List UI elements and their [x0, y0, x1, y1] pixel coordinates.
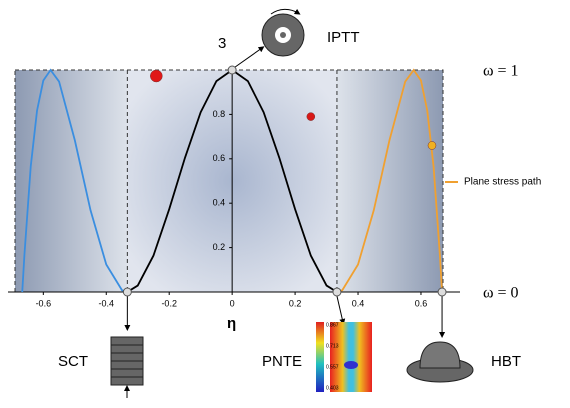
- region: [15, 70, 128, 292]
- y-label: ω = 1: [483, 63, 519, 80]
- arrow: [234, 46, 265, 68]
- y-tick-label: 0.6: [213, 153, 226, 163]
- x-tick-label: -0.4: [99, 298, 115, 308]
- sct-icon: [110, 336, 144, 398]
- point: [306, 112, 316, 121]
- arrow: [336, 295, 346, 325]
- plot: -0.6 -0.4 -0.2 0 0.2 0.4 0.6 0.2 0.4 0.6 0.8: [8, 46, 460, 338]
- pnte-icon: [316, 322, 372, 392]
- iptt-icon: [261, 8, 305, 57]
- curve: [21, 68, 128, 293]
- y-tick-label: 0.2: [213, 242, 226, 252]
- top-label: 3: [218, 35, 226, 52]
- node: [122, 287, 132, 297]
- inset-tick-label: 0.867: [326, 322, 339, 328]
- y-tick-label: 0.8: [213, 109, 226, 119]
- node: [332, 287, 342, 297]
- icon-label: PNTE: [262, 353, 302, 370]
- icon-label: SCT: [58, 353, 88, 370]
- hbt-icon: [406, 341, 474, 383]
- y-tick-label: 0.4: [213, 198, 226, 208]
- point: [427, 141, 437, 150]
- x-tick-label: 0.2: [289, 298, 302, 308]
- x-tick-label: -0.6: [36, 298, 52, 308]
- inset-tick-label: 0.403: [326, 385, 339, 391]
- inset-tick-label: 0.557: [326, 364, 339, 370]
- plot-background: [14, 69, 444, 293]
- region: [336, 70, 443, 292]
- icon-label: HBT: [491, 353, 521, 370]
- x-tick-label: 0.6: [415, 298, 428, 308]
- curve: [336, 68, 443, 293]
- legend-label: Plane stress path: [464, 177, 541, 188]
- x-tick-label: 0: [230, 298, 235, 308]
- node: [437, 287, 447, 297]
- inset-tick-label: 0.713: [326, 343, 339, 349]
- y-label: ω = 0: [483, 285, 519, 302]
- x-label: η: [227, 315, 236, 332]
- node: [227, 65, 237, 75]
- point: [150, 69, 163, 83]
- x-tick-label: 0.4: [352, 298, 365, 308]
- x-tick-label: -0.2: [161, 298, 177, 308]
- icon-label: IPTT: [327, 29, 360, 46]
